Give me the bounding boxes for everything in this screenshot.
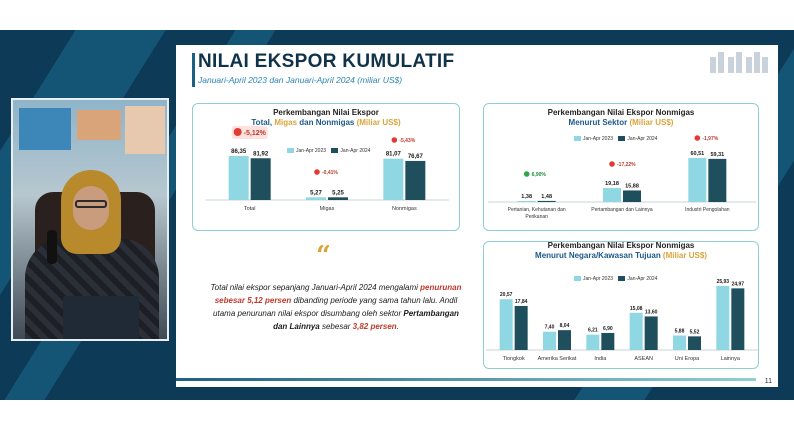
bar xyxy=(306,197,326,200)
footer-line xyxy=(176,378,756,381)
bar xyxy=(688,158,707,202)
data-label: 20,57 xyxy=(500,292,513,298)
bar xyxy=(603,188,621,202)
panel-nonmigas-country: Perkembangan Nilai Ekspor Nonmigas Menur… xyxy=(483,241,759,369)
change-badge: -1,97% xyxy=(702,136,718,142)
data-label: 8,04 xyxy=(560,323,570,329)
data-label: 6,21 xyxy=(588,328,598,334)
change-badge: -17,22% xyxy=(617,162,636,168)
bar xyxy=(586,334,600,350)
category-label: Tiongkok xyxy=(503,356,525,362)
bar xyxy=(383,158,404,200)
change-badge: -0,41% xyxy=(322,170,338,176)
change-badge: -5,43% xyxy=(399,138,415,144)
bar xyxy=(228,156,249,200)
slide-subtitle: Januari-April 2023 dan Januari-April 202… xyxy=(198,75,403,85)
data-label: 60,51 xyxy=(690,151,704,157)
data-label: 76,67 xyxy=(408,154,424,160)
bar xyxy=(644,316,658,350)
chart-total-migas-nonmigas: 86,35 81,92 Total -5,12% 5,27 5,25 Migas -0,41%… xyxy=(205,126,449,212)
category-label: Industri Pengolahan xyxy=(685,207,730,213)
panel-title: Perkembangan Nilai Ekspor Nonmigas xyxy=(547,241,695,250)
bps-logo-icon xyxy=(710,52,768,73)
arrow-down-icon xyxy=(694,135,701,141)
arrow-down-icon xyxy=(391,137,398,143)
data-label: 6,90 xyxy=(603,326,613,332)
bar xyxy=(328,197,348,200)
bar xyxy=(629,312,643,350)
presentation-slide: NILAI EKSPOR KUMULATIF Januari-April 202… xyxy=(176,45,778,387)
arrow-down-icon xyxy=(314,169,320,175)
data-label: 24,97 xyxy=(732,281,745,287)
category-label: Amerika Serikat xyxy=(538,356,577,362)
panel-subtitle: Menurut Negara/Kawasan Tujuan (Miliar US… xyxy=(535,251,707,260)
data-label: 7,40 xyxy=(545,325,555,331)
data-label: 81,92 xyxy=(253,151,269,157)
data-label: 25,93 xyxy=(717,279,730,285)
data-label: 5,52 xyxy=(690,329,700,335)
bar xyxy=(716,286,730,350)
data-label: 59,31 xyxy=(710,152,724,158)
category-label: Nonmigas xyxy=(392,206,417,212)
page-number: 11 xyxy=(764,378,772,385)
change-badge: -5,12% xyxy=(244,130,267,137)
data-label: 15,08 xyxy=(630,306,643,312)
bar xyxy=(517,200,536,202)
webcam-video xyxy=(11,98,169,341)
chart-legend: Jan-Apr 2023 Jan-Apr 2024 xyxy=(570,276,657,282)
data-label: 1,48 xyxy=(541,194,552,200)
bar xyxy=(731,288,745,350)
panel-subtitle: Total, Migas dan Nonmigas (Miliar US$) xyxy=(251,118,401,127)
panel-title: Perkembangan Nilai Ekspor xyxy=(273,108,379,117)
data-label: 5,88 xyxy=(675,328,685,334)
data-label: 19,18 xyxy=(605,181,619,187)
change-badge-box xyxy=(231,126,268,139)
data-label: 1,38 xyxy=(521,194,532,200)
data-label: 15,88 xyxy=(625,183,639,189)
data-label: 86,35 xyxy=(231,149,247,155)
panel-total-migas-nonmigas: Perkembangan Nilai Ekspor Total, Migas d… xyxy=(192,103,460,231)
bar xyxy=(405,160,426,200)
bar xyxy=(623,190,641,202)
panel-subtitle: Menurut Sektor (Miliar US$) xyxy=(568,118,674,127)
change-badge: 6,90% xyxy=(532,172,547,178)
data-label: 5,27 xyxy=(310,190,322,196)
quote-icon: “ xyxy=(316,241,331,271)
category-label: Total xyxy=(244,206,256,212)
chart-legend: Jan-Apr 2023 Jan-Apr 2024 xyxy=(283,148,370,154)
title-accent-bar xyxy=(192,53,195,87)
summary-quote: Total nilai ekspor sepanjang Januari-Apr… xyxy=(210,283,462,331)
bar xyxy=(537,200,556,202)
arrow-down-icon xyxy=(233,128,242,136)
data-label: 13,60 xyxy=(645,309,658,315)
bar xyxy=(601,332,615,350)
category-label: Lainnya xyxy=(721,356,741,362)
bar xyxy=(558,330,571,350)
category-label: Perikanan xyxy=(525,214,548,220)
arrow-down-icon xyxy=(609,161,615,167)
chart-nonmigas-sector: 1,38 1,48 Pertanian, Kehutanan danPerikana… xyxy=(488,135,756,220)
data-label: 17,84 xyxy=(515,299,528,305)
category-label: India xyxy=(594,356,607,362)
bar xyxy=(688,336,701,350)
bar xyxy=(673,335,686,350)
category-label: Migas xyxy=(320,206,335,212)
category-label: Pertanian, Kehutanan dan xyxy=(508,207,566,213)
bar xyxy=(708,158,727,202)
bar xyxy=(543,331,556,350)
panel-nonmigas-sector: Perkembangan Nilai Ekspor Nonmigas Menur… xyxy=(483,103,759,231)
bar xyxy=(250,158,271,200)
bar xyxy=(499,299,513,350)
slide-title: NILAI EKSPOR KUMULATIF xyxy=(198,51,455,72)
arrow-up-icon xyxy=(523,171,530,177)
chart-legend: Jan-Apr 2023 Jan-Apr 2024 xyxy=(570,136,657,142)
category-label: Uni Eropa xyxy=(675,356,700,362)
panel-title: Perkembangan Nilai Ekspor Nonmigas xyxy=(547,108,695,117)
data-label: 81,07 xyxy=(386,152,402,158)
category-label: Pertambangan dan Lainnya xyxy=(591,207,653,213)
bar xyxy=(514,305,528,350)
category-label: ASEAN xyxy=(634,356,653,362)
data-label: 5,25 xyxy=(332,190,344,196)
